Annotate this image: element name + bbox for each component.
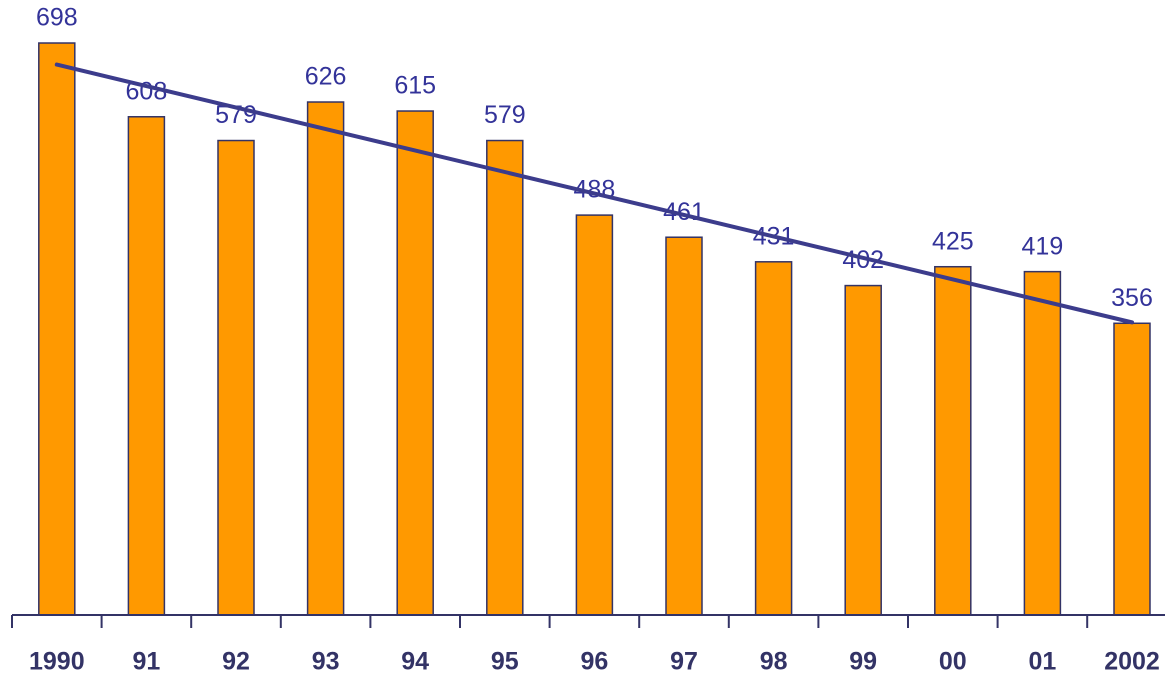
bar	[754, 261, 793, 616]
bar	[934, 265, 972, 616]
value-label: 579	[484, 101, 526, 129]
value-label: 356	[1111, 284, 1153, 312]
x-tick-label: 95	[491, 648, 519, 676]
x-tick-label: 91	[132, 648, 160, 676]
x-tick-label: 96	[580, 648, 608, 676]
x-tick-label: 2002	[1104, 648, 1160, 676]
x-tick-label: 98	[760, 648, 788, 676]
bar	[486, 139, 524, 616]
bar	[1113, 322, 1151, 616]
bar	[575, 214, 614, 616]
x-tick-label: 1990	[29, 648, 85, 676]
x-tick-label: 97	[670, 648, 698, 676]
bar	[217, 139, 255, 616]
bar	[1023, 270, 1062, 616]
x-tick-label: 94	[401, 648, 429, 676]
bar	[844, 284, 882, 616]
value-label: 615	[394, 72, 436, 100]
x-tick-label: 92	[222, 648, 250, 676]
x-tick-label: 93	[312, 648, 340, 676]
value-label: 425	[932, 227, 974, 255]
x-tick-label: 99	[849, 648, 877, 676]
bar	[38, 42, 76, 616]
x-tick-label: 01	[1028, 648, 1056, 676]
value-label: 626	[305, 63, 347, 91]
bar	[306, 101, 345, 616]
bar	[396, 110, 434, 616]
bar	[665, 236, 703, 616]
value-label: 419	[1022, 232, 1064, 260]
trend-line	[54, 62, 1134, 325]
bar	[127, 116, 166, 616]
value-label: 698	[36, 4, 78, 32]
x-tick-label: 00	[939, 648, 967, 676]
